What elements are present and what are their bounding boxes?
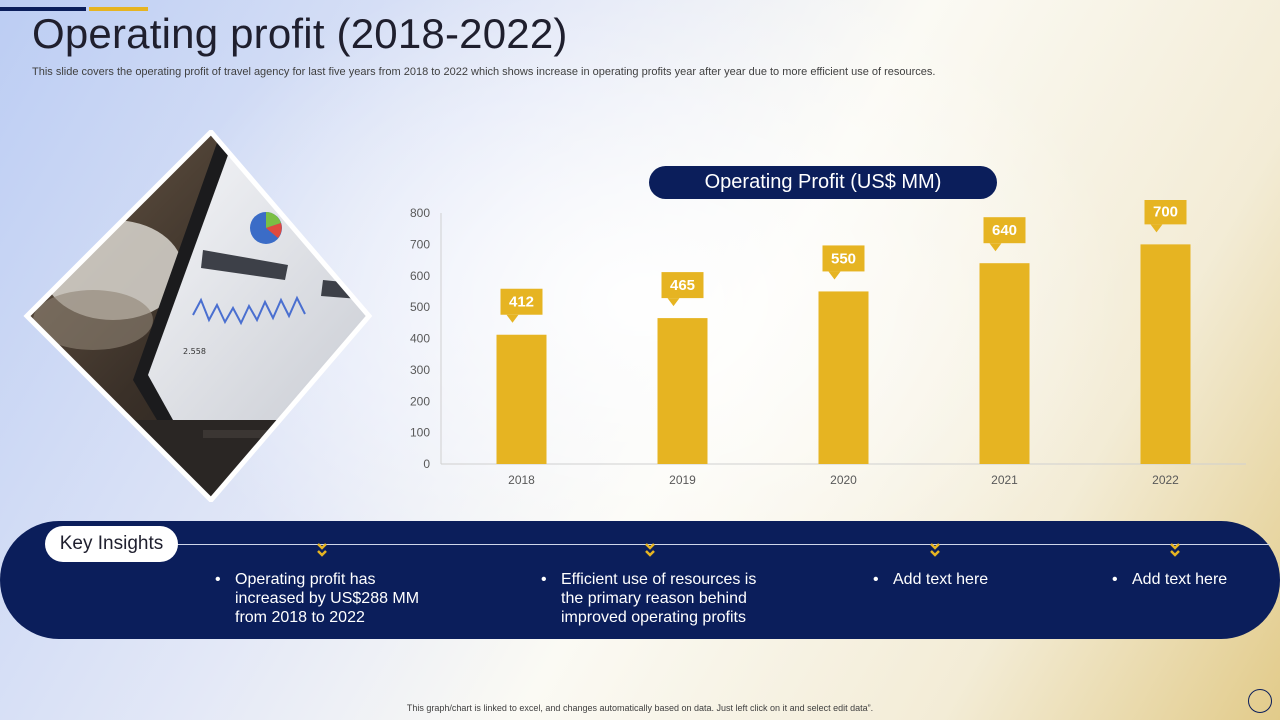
insight-line: from 2018 to 2022 <box>235 609 365 626</box>
insight-line: Add text here <box>1132 571 1228 588</box>
data-label-box <box>983 217 1026 244</box>
x-tick-label: 2022 <box>1152 473 1179 487</box>
y-tick-label: 200 <box>410 394 430 408</box>
top-accent-navy <box>0 7 86 11</box>
data-label: 700 <box>1153 203 1178 220</box>
data-label-pointer <box>1150 224 1163 233</box>
chart-title: Operating Profit (US$ MM) <box>649 166 997 199</box>
y-tick-label: 300 <box>410 363 430 377</box>
data-label-box <box>1144 200 1187 225</box>
bullet-icon: • <box>873 571 879 588</box>
insight-item: • Operating profit has increased by US$2… <box>215 570 475 627</box>
y-tick-label: 700 <box>410 237 430 251</box>
footer-note: This graph/chart is linked to excel, and… <box>406 703 874 713</box>
insight-item: • Efficient use of resources is the prim… <box>541 570 801 627</box>
data-label: 640 <box>992 222 1017 239</box>
bar <box>818 291 869 464</box>
data-label: 550 <box>831 250 856 267</box>
y-tick-label: 400 <box>410 332 430 346</box>
y-tick-label: 0 <box>423 457 430 471</box>
bullet-icon: • <box>541 571 547 588</box>
x-tick-label: 2020 <box>830 473 857 487</box>
laptop-photo: 2.558 <box>23 130 373 502</box>
insights-divider-line <box>175 544 1270 545</box>
insight-line: Operating profit has <box>235 571 376 588</box>
page-subtitle: This slide covers the operating profit o… <box>32 66 936 78</box>
chevron-down-icon <box>317 543 327 557</box>
bar <box>657 318 708 464</box>
y-tick-label: 100 <box>410 426 430 440</box>
insight-line: Add text here <box>893 571 989 588</box>
bar <box>1140 244 1191 464</box>
page-title: Operating profit (2018-2022) <box>32 10 568 57</box>
data-label-box <box>500 288 543 315</box>
svg-text:2.558: 2.558 <box>183 347 206 356</box>
chevron-down-icon <box>1170 543 1180 557</box>
bullet-icon: • <box>1112 571 1118 588</box>
data-label: 412 <box>509 294 534 311</box>
chevron-down-icon <box>930 543 940 557</box>
bar <box>979 263 1030 464</box>
operating-profit-bar-chart: 0 100 200 300 400 500 600 700 800 2018 412 2019 465 2… <box>410 200 1246 487</box>
insight-line: the primary reason behind <box>561 590 747 607</box>
data-label-pointer <box>506 314 519 323</box>
insight-item: • Add text here <box>1112 570 1262 589</box>
data-label-pointer <box>667 298 680 307</box>
y-tick-label: 800 <box>410 206 430 220</box>
bar <box>496 334 547 464</box>
x-tick-label: 2018 <box>508 473 535 487</box>
slide-nav-circle[interactable] <box>1248 689 1272 713</box>
data-label-pointer <box>989 243 1002 252</box>
data-label-box <box>661 272 704 299</box>
key-insights-label: Key Insights <box>45 526 178 562</box>
data-label-box <box>822 245 865 272</box>
top-accent-gold <box>89 7 148 11</box>
x-tick-label: 2019 <box>669 473 696 487</box>
data-label-pointer <box>828 271 841 280</box>
insight-line: improved operating profits <box>561 609 746 626</box>
bullet-icon: • <box>215 571 221 588</box>
data-label: 465 <box>670 277 695 294</box>
y-tick-label: 500 <box>410 300 430 314</box>
x-tick-label: 2021 <box>991 473 1018 487</box>
key-insights-band <box>0 521 1280 639</box>
insight-line: increased by US$288 MM <box>235 590 420 607</box>
insight-line: Efficient use of resources is <box>561 571 757 588</box>
y-tick-label: 600 <box>410 269 430 283</box>
chevron-down-icon <box>645 543 655 557</box>
insight-item: • Add text here <box>873 570 1043 589</box>
